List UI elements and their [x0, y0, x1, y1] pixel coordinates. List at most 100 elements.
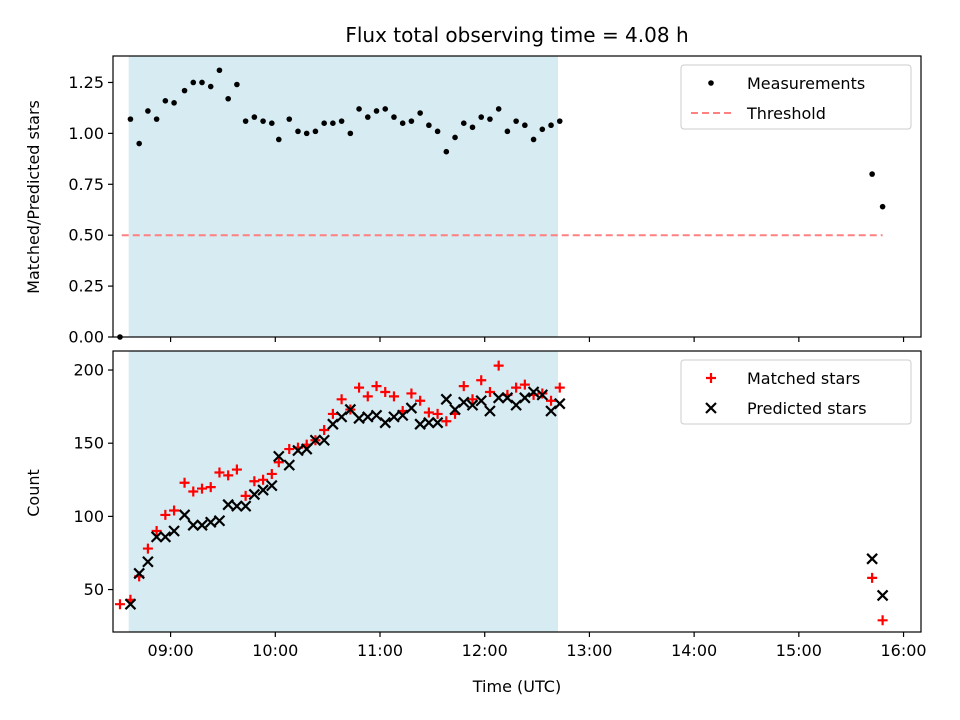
data-point — [487, 116, 493, 122]
data-point — [553, 397, 566, 410]
data-point — [269, 120, 275, 126]
data-point — [168, 525, 180, 537]
legend-marker — [706, 373, 716, 383]
data-point — [283, 459, 296, 471]
y-tick-label: 0.00 — [68, 328, 104, 347]
panel-ratio: 0.00 0.25 0.50 0.75 1.00 1.25 Measurements Thre… — [68, 55, 922, 347]
data-point — [303, 130, 310, 137]
data-point — [327, 408, 338, 419]
data-point — [142, 555, 154, 568]
data-point — [266, 468, 277, 479]
data-point — [223, 470, 234, 481]
data-point — [266, 479, 278, 492]
data-point — [415, 395, 426, 406]
y-tick-label: 50 — [84, 580, 104, 599]
x-tick-label: 16:00 — [880, 641, 926, 660]
plot-area: 0.00 0.25 0.50 0.75 1.00 1.25 Measurements Thre… — [68, 55, 927, 660]
data-point — [295, 128, 301, 135]
data-point — [556, 118, 563, 124]
data-point — [275, 136, 282, 143]
x-tick-label: 14:00 — [671, 641, 717, 660]
data-point — [527, 386, 540, 398]
axes-frame — [112, 55, 922, 338]
data-point — [249, 476, 260, 487]
data-point — [160, 509, 171, 520]
data-point — [292, 444, 304, 457]
data-point — [240, 490, 251, 501]
data-point — [171, 100, 177, 106]
data-point — [145, 108, 151, 114]
data-point — [441, 416, 452, 427]
legend-marker — [708, 80, 714, 86]
data-point — [504, 128, 511, 135]
data-point — [188, 486, 199, 497]
data-point — [457, 396, 470, 409]
data-point — [153, 116, 160, 122]
legend: Measurements Threshold — [680, 64, 912, 130]
data-point — [344, 403, 357, 416]
data-point — [866, 553, 878, 565]
series-measurements — [117, 67, 886, 340]
data-point — [199, 79, 205, 86]
data-point — [519, 379, 530, 390]
y-tick-label: 150 — [73, 434, 104, 453]
legend-marker — [705, 402, 717, 414]
data-point — [338, 118, 345, 124]
legend: Matched stars Predicted stars — [680, 359, 912, 425]
data-point — [273, 457, 284, 468]
observing-span-shade — [128, 56, 559, 337]
data-point — [548, 122, 554, 129]
data-point — [530, 136, 537, 143]
data-point — [364, 114, 371, 120]
legend-label: Predicted stars — [747, 399, 867, 418]
legend-label: Measurements — [747, 74, 865, 93]
data-point — [431, 416, 444, 429]
data-point — [353, 412, 365, 425]
data-point — [495, 106, 502, 112]
data-point — [197, 483, 208, 494]
data-point — [248, 488, 261, 501]
data-point — [204, 516, 217, 529]
x-tick-label: 15:00 — [776, 641, 822, 660]
data-point — [309, 434, 322, 447]
data-point — [336, 394, 347, 405]
data-point — [300, 443, 313, 455]
data-point — [876, 589, 889, 602]
data-point — [231, 464, 242, 475]
data-point — [440, 393, 453, 406]
data-point — [242, 118, 249, 124]
legend-box — [680, 359, 912, 425]
data-point — [330, 120, 336, 126]
data-point — [466, 399, 479, 411]
data-point — [484, 386, 495, 397]
data-point — [169, 505, 180, 516]
data-point — [273, 450, 285, 463]
observing-span-shade — [128, 351, 559, 632]
data-point — [443, 148, 450, 155]
y-tick-label: 1.25 — [68, 73, 104, 92]
data-point — [179, 477, 190, 488]
data-point — [539, 126, 546, 133]
data-point — [493, 360, 504, 371]
data-point — [388, 411, 400, 423]
data-point — [434, 128, 441, 135]
legend-box — [680, 64, 912, 130]
data-point — [151, 526, 162, 537]
data-point — [260, 118, 266, 124]
data-point — [469, 124, 476, 131]
data-point — [399, 120, 406, 126]
data-point — [546, 395, 557, 406]
data-point — [258, 474, 269, 485]
data-point — [162, 97, 169, 104]
data-point — [207, 83, 214, 90]
y-tick-label: 1.00 — [68, 124, 104, 143]
data-point — [187, 519, 200, 531]
data-point — [114, 599, 125, 610]
x-tick-label: 10:00 — [252, 641, 298, 660]
data-point — [423, 407, 434, 418]
legend-label: Matched stars — [747, 369, 860, 388]
x-tick-label: 12:00 — [462, 641, 508, 660]
data-point — [286, 116, 293, 122]
top-y-axis-label: Matched/Predicted stars — [24, 100, 43, 294]
